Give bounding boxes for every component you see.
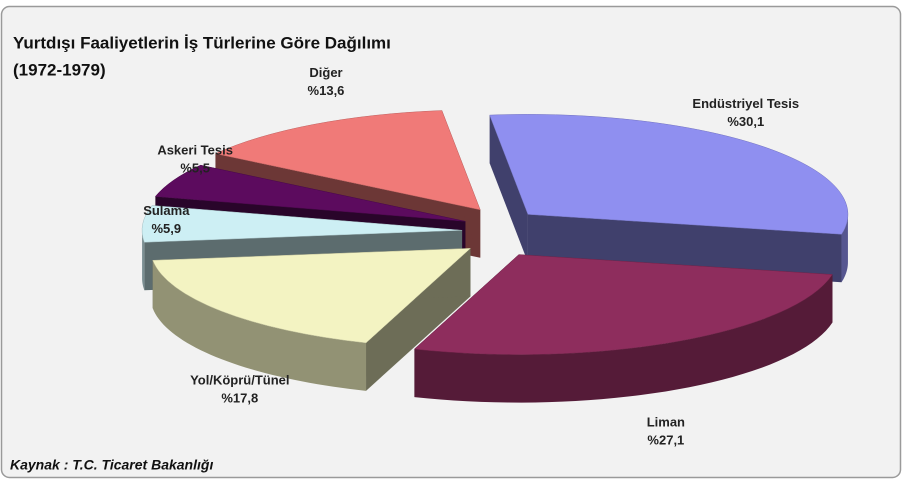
slice: [214, 110, 481, 211]
slice-label: Askeri Tesis: [157, 143, 233, 158]
slice-value-label: %5,9: [151, 221, 181, 236]
slice: [141, 205, 463, 243]
pie: [141, 110, 849, 403]
chart-subtitle: (1972-1979): [13, 60, 106, 79]
slice-value-label: %30,1: [727, 114, 764, 129]
slice: [154, 164, 466, 222]
slice-value-label: %27,1: [647, 432, 684, 447]
slice: [413, 254, 833, 355]
chart-title: Yurtdışı Faaliyetlerin İş Türlerine Göre…: [13, 33, 391, 52]
slice-label: Liman: [647, 414, 685, 429]
slice-value-label: %5,5: [180, 161, 210, 176]
slice-value-label: %13,6: [308, 83, 345, 98]
slice-label: Endüstriyel Tesis: [692, 96, 799, 111]
slice-label: Sulama: [143, 203, 190, 218]
slice: [489, 114, 849, 235]
slice: [152, 248, 472, 344]
slice-wall: [142, 230, 145, 291]
source-note: Kaynak : T.C. Ticaret Bakanlığı: [10, 457, 213, 473]
slice-wall: [414, 274, 833, 403]
slice-side: [489, 115, 528, 263]
slice-wall: [841, 214, 848, 283]
slice-wall: [152, 260, 367, 391]
slice-label: Yol/Köprü/Tünel: [190, 372, 289, 387]
slice-value-label: %17,8: [221, 390, 258, 405]
slice-label: Diğer: [309, 65, 342, 80]
